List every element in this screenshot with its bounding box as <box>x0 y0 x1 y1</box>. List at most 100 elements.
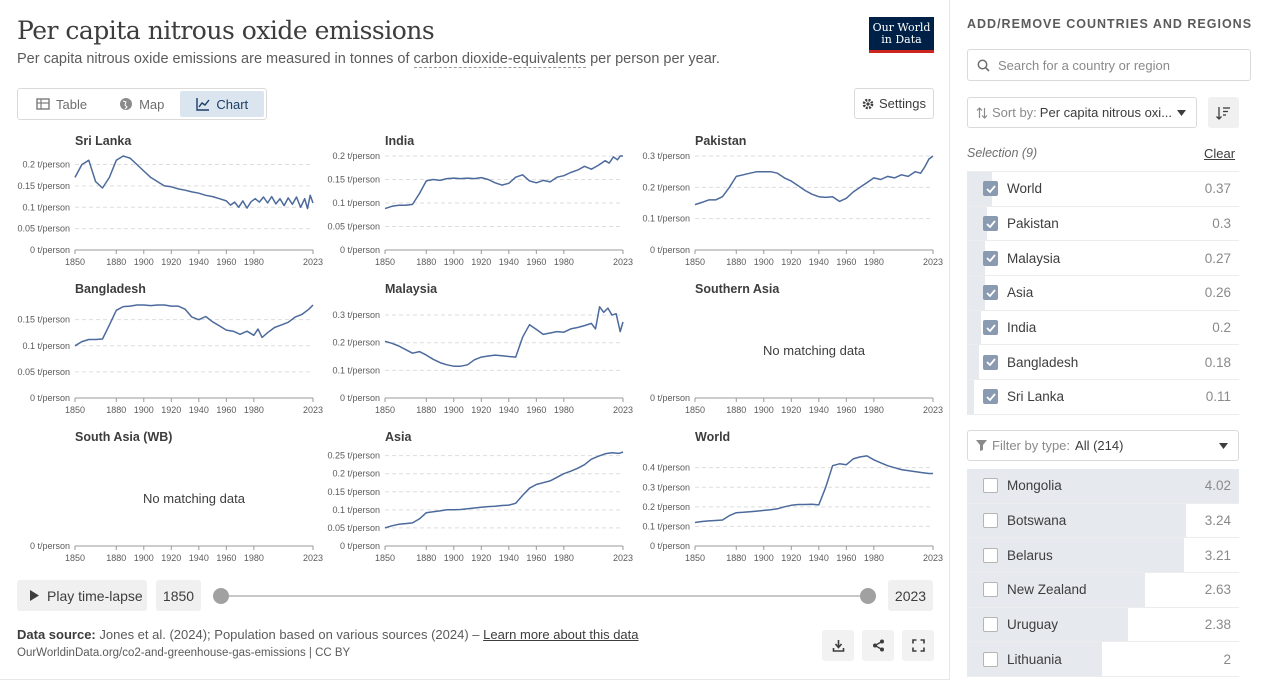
subtitle-text-end: per person per year. <box>590 51 720 67</box>
entity-name: Pakistan <box>1007 216 1059 232</box>
y-tick-label: 0.3 t/person <box>332 310 380 320</box>
list-item[interactable]: Mongolia 4.02 <box>967 469 1239 504</box>
x-tick-label: 1940 <box>189 257 209 267</box>
sort-order-button[interactable] <box>1208 97 1239 128</box>
entity-name: Malaysia <box>1007 250 1061 266</box>
checkbox[interactable] <box>983 478 998 494</box>
x-tick-label: 1850 <box>65 405 85 415</box>
value-bar <box>967 310 981 345</box>
y-tick-label: 0.15 t/person <box>17 315 70 325</box>
list-item[interactable]: India 0.2 <box>967 310 1239 346</box>
fullscreen-button[interactable] <box>902 630 934 661</box>
y-tick-label: 0.15 t/person <box>327 175 380 185</box>
x-tick-label: 1900 <box>134 257 154 267</box>
end-handle[interactable] <box>860 588 876 604</box>
download-icon <box>832 640 844 652</box>
y-tick-label: 0.1 t/person <box>642 214 690 224</box>
checkbox[interactable] <box>983 389 998 405</box>
x-tick-label: 1920 <box>161 257 181 267</box>
end-year[interactable]: 2023 <box>888 580 933 611</box>
search-input[interactable]: Search for a country or region <box>967 49 1251 81</box>
checkbox[interactable] <box>983 250 998 266</box>
x-tick-label: 1920 <box>471 553 491 563</box>
x-tick-label: 1900 <box>754 257 774 267</box>
sort-dropdown[interactable]: Sort by: Per capita nitrous oxi... <box>967 97 1197 128</box>
list-item[interactable]: Pakistan 0.3 <box>967 206 1239 242</box>
checkbox[interactable] <box>983 285 998 301</box>
y-tick-label: 0.1 t/person <box>642 521 690 531</box>
x-tick-label: 1940 <box>499 405 519 415</box>
series-line <box>74 155 314 210</box>
list-item[interactable]: Belarus 3.21 <box>967 538 1239 574</box>
entity-value: 3.21 <box>1204 547 1231 563</box>
co2-equivalents-link[interactable]: carbon dioxide-equivalents <box>413 51 587 68</box>
checkbox[interactable] <box>983 651 998 667</box>
x-tick-label: 1940 <box>189 405 209 415</box>
list-item[interactable]: Bangladesh 0.18 <box>967 345 1239 381</box>
selection-count: Selection (9) <box>967 146 1038 160</box>
x-tick-label: 1880 <box>726 257 746 267</box>
y-tick-label: 0.1 t/person <box>332 198 380 208</box>
list-item[interactable]: Uruguay 2.38 <box>967 607 1239 643</box>
gear-icon <box>862 98 874 109</box>
x-tick-label: 2023 <box>613 405 633 415</box>
checkbox[interactable] <box>983 547 998 563</box>
x-tick-label: 1880 <box>416 405 436 415</box>
x-tick-label: 1980 <box>864 553 884 563</box>
x-tick-label: 1960 <box>216 257 236 267</box>
checkbox[interactable] <box>983 582 998 598</box>
tab-map[interactable]: Map <box>103 91 180 117</box>
learn-more-link[interactable]: Learn more about this data <box>483 627 639 642</box>
checkbox[interactable] <box>983 216 998 232</box>
y-tick-label: 0.2 t/person <box>332 151 380 161</box>
checkbox[interactable] <box>983 181 998 197</box>
share-button[interactable] <box>862 630 894 661</box>
x-tick-label: 1920 <box>161 405 181 415</box>
timeline-track[interactable] <box>221 595 867 597</box>
list-item[interactable]: Botswana 3.24 <box>967 503 1239 539</box>
start-year[interactable]: 1850 <box>156 580 201 611</box>
x-tick-label: 1980 <box>554 405 574 415</box>
clear-selection-button[interactable]: Clear <box>1204 146 1236 161</box>
x-tick-label: 1920 <box>781 553 801 563</box>
x-tick-label: 1900 <box>754 405 774 415</box>
owid-logo[interactable]: Our World in Data <box>869 17 934 53</box>
download-button[interactable] <box>822 630 854 661</box>
tab-table[interactable]: Table <box>20 91 103 117</box>
subtitle: Per capita nitrous oxide emissions are m… <box>17 51 720 68</box>
chart-title: South Asia (WB) <box>75 430 172 444</box>
list-item[interactable]: World 0.37 <box>967 172 1239 207</box>
list-item[interactable]: Sri Lanka 0.11 <box>967 380 1239 415</box>
source-url[interactable]: OurWorldinData.org/co2-and-greenhouse-ga… <box>17 647 351 659</box>
checkbox[interactable] <box>983 320 998 336</box>
entity-value: 4.02 <box>1204 478 1231 494</box>
checkbox[interactable] <box>983 513 998 529</box>
x-tick-label: 1940 <box>499 257 519 267</box>
x-tick-label: 2023 <box>303 405 323 415</box>
play-timelapse-button[interactable]: Play time-lapse <box>17 580 147 611</box>
y-tick-label: 0.05 t/person <box>17 367 70 377</box>
x-tick-label: 1880 <box>726 405 746 415</box>
list-item[interactable]: Malaysia 0.27 <box>967 241 1239 277</box>
chart-title: Sri Lanka <box>75 134 132 148</box>
expand-icon <box>911 639 925 652</box>
x-tick-label: 1920 <box>471 405 491 415</box>
entity-value: 0.26 <box>1204 285 1231 301</box>
settings-button[interactable]: Settings <box>854 88 934 119</box>
list-item[interactable]: Asia 0.26 <box>967 276 1239 311</box>
tab-chart[interactable]: Chart <box>180 91 265 117</box>
x-tick-label: 2023 <box>303 553 323 563</box>
x-tick-label: 1850 <box>685 405 705 415</box>
entity-value: 0.11 <box>1205 389 1231 405</box>
filter-dropdown[interactable]: Filter by type: All (214) <box>967 430 1239 461</box>
entity-name: Bangladesh <box>1007 354 1079 370</box>
chevron-down-icon <box>1219 443 1228 449</box>
y-tick-label: 0.2 t/person <box>22 160 70 170</box>
search-icon <box>977 59 990 72</box>
checkbox[interactable] <box>983 617 998 633</box>
value-bar <box>967 380 975 414</box>
list-item[interactable]: Lithuania 2 <box>967 642 1239 678</box>
start-handle[interactable] <box>213 588 229 604</box>
list-item[interactable]: New Zealand 2.63 <box>967 573 1239 608</box>
checkbox[interactable] <box>983 354 998 370</box>
